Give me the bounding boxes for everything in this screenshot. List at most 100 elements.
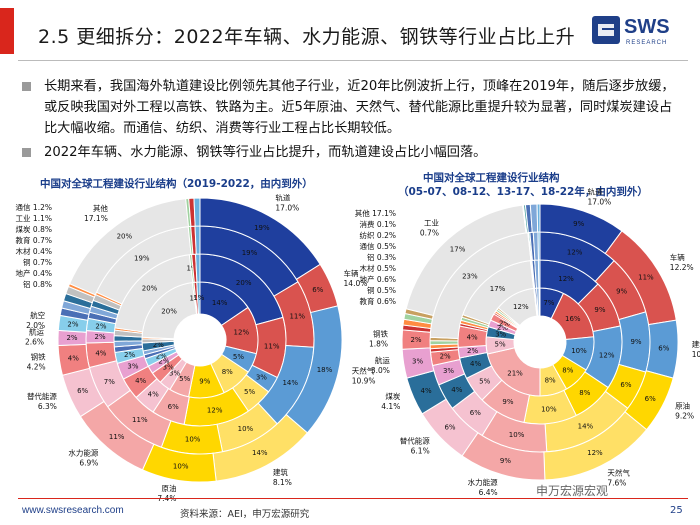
chart1-ring1-label: 3% <box>163 363 174 371</box>
chart2-ring2-label: 4% <box>467 334 478 342</box>
chart1-category-name: 建筑 <box>273 467 288 477</box>
chart1-ring2-label: 20% <box>142 285 158 293</box>
chart1-ring3-label: 19% <box>134 255 150 263</box>
title-bar: 2.5 更细拆分：2022年车辆、水力能源、钢铁等行业占比上升 SWS RESE… <box>0 0 700 68</box>
chart2-ring4-label: 3% <box>412 358 423 366</box>
chart2-ring2-label: 8% <box>579 389 590 397</box>
chart1-ring1-label: 2% <box>158 358 169 366</box>
chart1-category-name: 水力能源 <box>68 447 98 457</box>
chart2-ring3-label: 14% <box>578 423 594 431</box>
chart1-ring4-label: 18% <box>317 366 333 374</box>
bullet-square-icon <box>22 82 31 91</box>
chart1-ring4-label: 2% <box>66 334 77 342</box>
chart1-ring1-label: 5% <box>179 375 190 383</box>
chart2-ring3-label: 6% <box>470 409 481 417</box>
chart2-category-value: 3.0% <box>371 366 390 375</box>
chart1-ring2-label: 4% <box>135 377 146 385</box>
chart2-category-value: 4.1% <box>381 402 400 411</box>
chart1-ring4-label: 10% <box>173 463 189 471</box>
chart2-category-value: 17.0% <box>587 198 611 207</box>
chart2-category-name: 航运 <box>375 355 390 365</box>
chart1-ring1-label: 9% <box>199 378 210 386</box>
chart1-ring4-label: 19% <box>254 224 270 232</box>
chart1-ring2-label: 12% <box>207 406 223 414</box>
chart2-ring3-label: 4% <box>451 386 462 394</box>
chart2-ring4-label: 4% <box>421 387 432 395</box>
chart1-small-category: 煤炭 0.8% <box>16 224 52 234</box>
chart1-ring2-label: 1% <box>186 264 197 272</box>
chart2-category-value: 6.4% <box>479 488 498 497</box>
chart2-ring1-label: 10% <box>571 347 587 355</box>
chart1-category-name: 替代能源 <box>27 391 57 401</box>
chart2-category-name: 煤炭 <box>385 391 400 401</box>
chart1-ring4-slice-铝 <box>193 197 201 227</box>
chart1-ring4-label: 6% <box>312 286 323 294</box>
chart2-ring4-label: 9% <box>573 220 584 228</box>
chart1-ring2-label: 3% <box>127 362 138 370</box>
footer-url-link[interactable]: www.swsresearch.com <box>22 505 124 516</box>
bullet-text: 2022年车辆、水力能源、钢铁等行业占比提升，而轨道建设占比小幅回落。 <box>44 145 487 160</box>
bullet-square-icon <box>22 148 31 157</box>
chart1-category-value: 10.9% <box>352 376 376 385</box>
chart1-category-value: 17.0% <box>275 203 299 212</box>
chart1-small-category: 教育 0.7% <box>16 235 52 245</box>
chart1-category-name: 车辆 <box>344 268 359 278</box>
chart1-ring2-label: 20% <box>236 279 252 287</box>
bullet-list: 长期来看，我国海外轨道建设比例领先其他子行业，近20年比例波折上行，顶峰在201… <box>22 76 682 163</box>
chart1-title: 中国对全球工程建设行业结构（2019-2022，由内到外） <box>40 178 313 190</box>
chart2-title-line2: （05-07、08-12、13-17、18-22年，由内到外） <box>398 186 648 198</box>
chart1-ring4-label: 4% <box>68 354 79 362</box>
chart1-donut: 14%12%5%8%9%5%3%3%2%2%2%20%1%1%20%11%3%5… <box>16 192 376 503</box>
chart2-small-category: 地产 0.6% <box>360 274 396 284</box>
chart1-ring4-label: 6% <box>77 387 88 395</box>
chart2-small-category: 消费 0.1% <box>360 219 396 229</box>
chart2-category-value: 9.2% <box>675 412 694 421</box>
chart2-ring2-label: 17% <box>490 285 506 293</box>
chart2-ring1-label: 8% <box>562 367 573 375</box>
chart1-category-value: 8.1% <box>273 478 292 487</box>
chart2-category-name: 建筑 <box>692 339 700 349</box>
chart1-category-name: 钢铁 <box>31 351 46 361</box>
chart2-category-value: 1.8% <box>369 339 388 348</box>
chart1-category-name: 天然气 <box>352 365 375 375</box>
chart1-category-name: 轨道 <box>275 192 290 202</box>
chart1-ring2-label: 3% <box>256 374 267 382</box>
chart2-ring1-label: 16% <box>565 315 581 323</box>
title-divider <box>18 60 688 61</box>
chart2-ring4-slice-铝 <box>536 203 541 233</box>
chart1-category-name: 航运 <box>29 327 44 337</box>
chart2-ring2-label: 9% <box>502 398 513 406</box>
chart2-category-value: 0.7% <box>420 228 439 237</box>
chart2-ring3-label: 2% <box>440 353 451 361</box>
chart2-ring4-label: 9% <box>500 457 511 465</box>
chart2-ring4-label: 6% <box>658 345 669 353</box>
chart1-category-value: 14.0% <box>344 279 368 288</box>
chart1-category-value: 6.9% <box>79 458 98 467</box>
chart1-ring2-label: 5% <box>244 388 255 396</box>
chart1-ring3-label: 4% <box>95 349 106 357</box>
chart2-ring2-label: 9% <box>594 306 605 314</box>
chart1-category-value: 2.6% <box>25 338 44 347</box>
chart2-ring3-label: 12% <box>567 248 583 256</box>
chart2-ring2-label: 12% <box>599 351 615 359</box>
chart2-category-name: 工业 <box>424 217 439 227</box>
chart2-ring2-slice-铝 <box>537 259 541 289</box>
chart1-ring4-label: 14% <box>252 449 268 457</box>
chart2-small-category: 通信 0.5% <box>360 241 396 251</box>
chart2-ring4-label: 12% <box>587 449 603 457</box>
chart2-ring3-label: 9% <box>630 338 641 346</box>
chart1-small-category: 铜 0.7% <box>23 257 52 267</box>
chart1-ring3-label: 10% <box>185 436 201 444</box>
chart1-ring1-label: 1% <box>193 294 204 302</box>
page-title: 2.5 更细拆分：2022年车辆、水力能源、钢铁等行业占比上升 <box>38 26 576 48</box>
chart1-ring3-label: 11% <box>289 313 305 321</box>
chart1-ring1-label: 2% <box>153 341 164 349</box>
chart1-small-category: 铝 0.8% <box>23 279 52 289</box>
chart2-ring2-label: 2% <box>467 347 478 355</box>
chart2-ring3-label: 9% <box>616 287 627 295</box>
chart2-ring1-slice-铝 <box>538 287 541 317</box>
chart1-category-name: 航空 <box>30 310 45 320</box>
chart2-ring2-label: 5% <box>479 378 490 386</box>
chart2-ring4-label: 2% <box>410 336 421 344</box>
